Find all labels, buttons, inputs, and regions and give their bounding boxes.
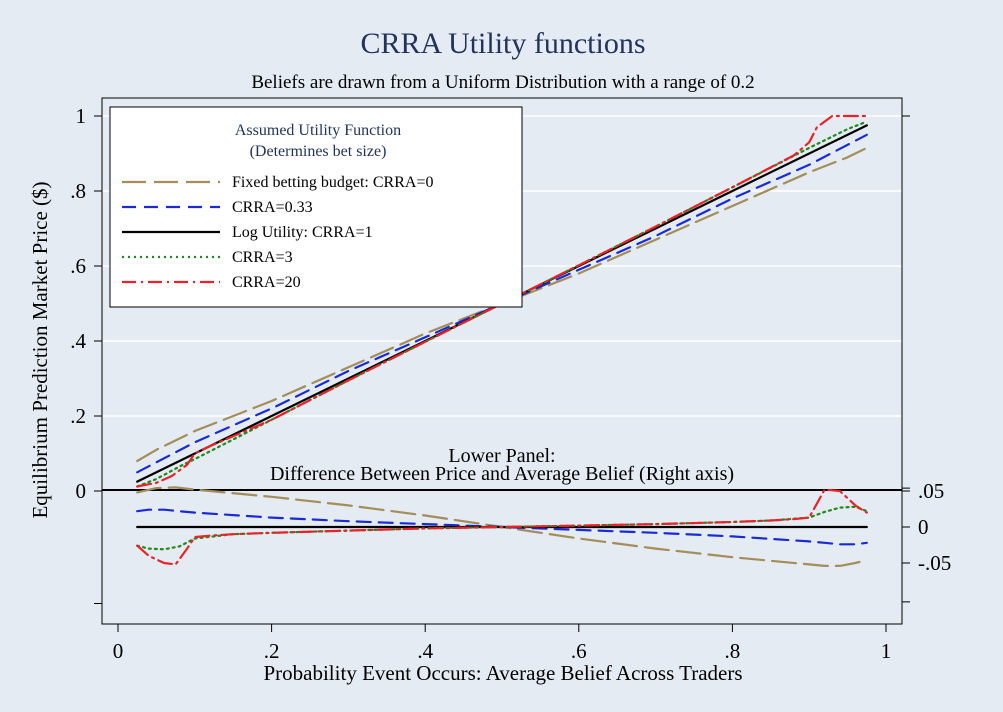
x-tick-label: 1 [881, 639, 892, 663]
y-tick-label: .4 [70, 329, 86, 353]
y-tick-label: 1 [76, 104, 87, 128]
legend-title-line1: Assumed Utility Function [235, 122, 401, 139]
axes [101, 98, 903, 625]
lower-panel-label-line2: Difference Between Price and Average Bel… [270, 463, 734, 485]
x-tick-label: .8 [725, 639, 741, 663]
legend-title-line2: (Determines bet size) [250, 143, 387, 160]
y2-tick-label: -.05 [918, 551, 951, 575]
y-tick-label: .8 [70, 179, 86, 203]
x-tick-label: .6 [571, 639, 587, 663]
legend: Assumed Utility Function (Determines bet… [109, 106, 523, 308]
y2-tick-label: 0 [918, 515, 929, 539]
legend-label-2: Log Utility: CRRA=1 [232, 224, 373, 241]
y-axis-title: Equilibrium Prediction Market Price ($) [28, 181, 52, 518]
y-tick-label: 0 [76, 479, 87, 503]
chart-title: CRRA Utility functions [360, 27, 645, 60]
legend-label-4: CRRA=20 [232, 274, 301, 291]
legend-label-3: CRRA=3 [232, 249, 293, 266]
series-line-lower-0 [136, 486, 868, 567]
series-line-lower-4 [136, 488, 868, 566]
x-tick-label: 0 [113, 639, 124, 663]
y-tick-label: .2 [70, 404, 86, 428]
chart-subtitle: Beliefs are drawn from a Uniform Distrib… [251, 72, 754, 93]
x-axis-title: Probability Event Occurs: Average Belief… [263, 661, 742, 685]
ticks: 0 .2 .4 .6 .8 1 0 .2 .4 .6 .8 1 .05 0 -.05 [70, 104, 951, 663]
legend-label-1: CRRA=0.33 [232, 199, 313, 216]
y-tick-label: .6 [70, 254, 86, 278]
legend-items: Fixed betting budget: CRRA=0 CRRA=0.33 Log… [122, 174, 433, 291]
x-tick-label: .2 [264, 639, 280, 663]
legend-label-0: Fixed betting budget: CRRA=0 [232, 174, 433, 191]
lower-panel-label-line1: Lower Panel: [448, 445, 555, 467]
x-tick-label: .4 [417, 639, 433, 663]
y2-tick-label: .05 [918, 479, 944, 503]
